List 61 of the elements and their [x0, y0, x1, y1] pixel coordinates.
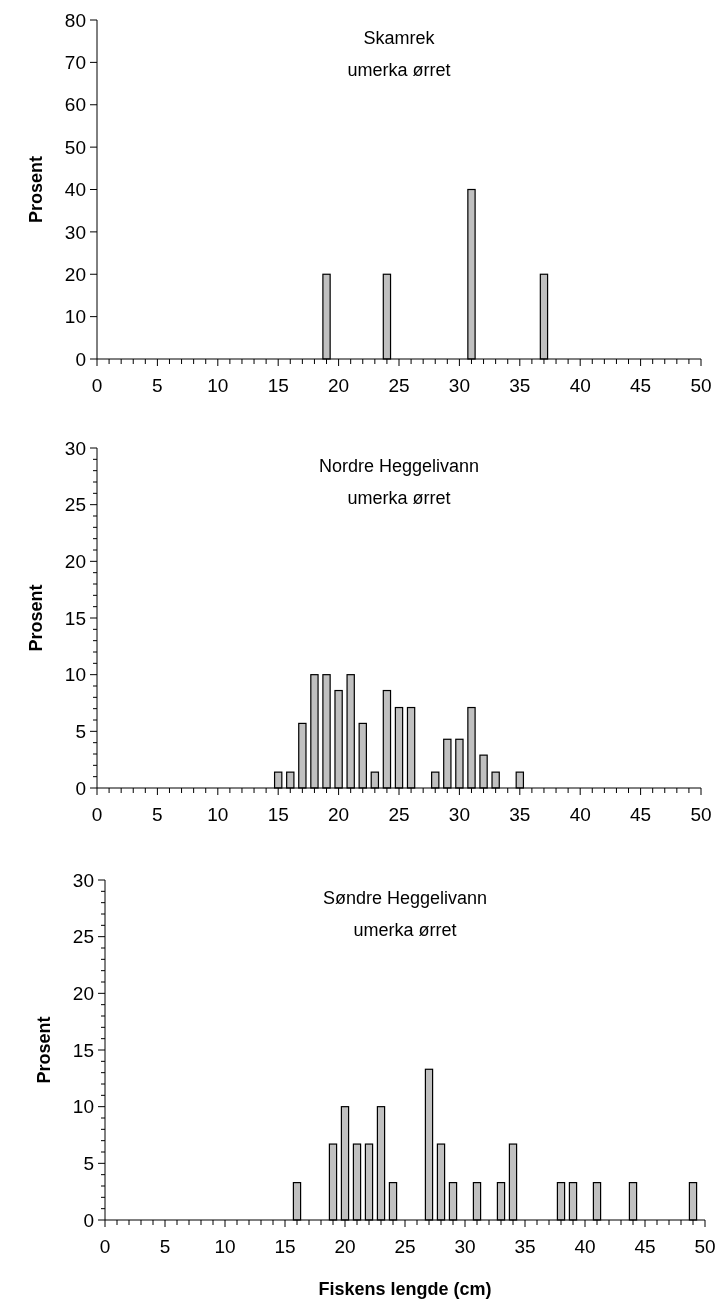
y-tick-label: 0: [75, 348, 86, 370]
y-tick-label: 60: [64, 94, 86, 116]
text: Søndre Heggelivann umerka ørret: [322, 888, 488, 940]
y-tick-label: 30: [72, 869, 94, 891]
x-tick-label: 50: [690, 804, 712, 825]
y-tick-label: 50: [64, 136, 86, 158]
y-tick-label: 10: [64, 306, 86, 328]
x-tick-label: 50: [690, 375, 712, 396]
y-tick-label: 10: [72, 1096, 94, 1118]
x-tick-label: 15: [267, 375, 289, 396]
x-tick-label: 30: [454, 1236, 476, 1257]
y-tick-label: 25: [64, 494, 86, 516]
x-tick-label: 20: [334, 1236, 356, 1257]
x-tick-label: 5: [152, 375, 163, 396]
y-tick-label: 25: [72, 926, 94, 948]
x-tick-label: 40: [569, 804, 591, 825]
y-tick-label: 15: [72, 1039, 94, 1061]
x-tick-label: 10: [207, 804, 229, 825]
y-axis-title: Prosent: [26, 155, 46, 224]
x-tick-label: 30: [448, 375, 470, 396]
x-tick-label: 50: [694, 1236, 716, 1257]
x-tick-label: 25: [394, 1236, 416, 1257]
x-tick-label: 15: [274, 1236, 296, 1257]
x-tick-label: 20: [328, 375, 350, 396]
y-axis-title: Prosent: [26, 584, 46, 652]
y-tick-label: 30: [64, 437, 86, 459]
x-axis-title: Fiskens lengde (cm): [318, 1279, 492, 1299]
y-tick-label: 5: [75, 720, 86, 742]
x-tick-label: 25: [388, 375, 410, 396]
y-tick-label: 5: [83, 1152, 94, 1174]
text: Nordre Heggelivann umerka ørret: [318, 456, 480, 508]
y-axis-title: Prosent: [34, 1016, 54, 1084]
text: Skamrek umerka ørret: [347, 28, 451, 80]
y-tick-label: 20: [64, 263, 86, 285]
x-tick-label: 25: [388, 804, 410, 825]
x-tick-label: 0: [99, 1236, 111, 1257]
x-tick-label: 45: [630, 804, 652, 825]
x-tick-label: 5: [152, 804, 163, 825]
x-tick-label: 15: [267, 804, 289, 825]
y-tick-label: 10: [64, 664, 86, 686]
y-tick-label: 80: [64, 9, 86, 31]
y-tick-label: 30: [64, 221, 86, 243]
x-tick-label: 30: [448, 804, 470, 825]
x-tick-label: 10: [207, 375, 229, 396]
x-tick-label: 45: [634, 1236, 656, 1257]
y-tick-label: 40: [64, 179, 86, 201]
y-tick-label: 0: [83, 1209, 94, 1231]
x-tick-label: 20: [328, 804, 350, 825]
y-tick-label: 15: [64, 607, 86, 629]
x-tick-label: 40: [574, 1236, 596, 1257]
x-tick-label: 35: [509, 375, 531, 396]
x-tick-label: 45: [630, 375, 652, 396]
y-tick-label: 70: [64, 52, 86, 74]
y-tick-label: 20: [72, 982, 94, 1004]
x-tick-label: 35: [514, 1236, 536, 1257]
y-tick-label: 20: [64, 550, 86, 572]
x-tick-label: 10: [214, 1236, 236, 1257]
x-tick-label: 5: [159, 1236, 171, 1257]
y-tick-label: 0: [75, 777, 86, 799]
x-tick-label: 35: [509, 804, 531, 825]
x-tick-label: 40: [569, 375, 591, 396]
